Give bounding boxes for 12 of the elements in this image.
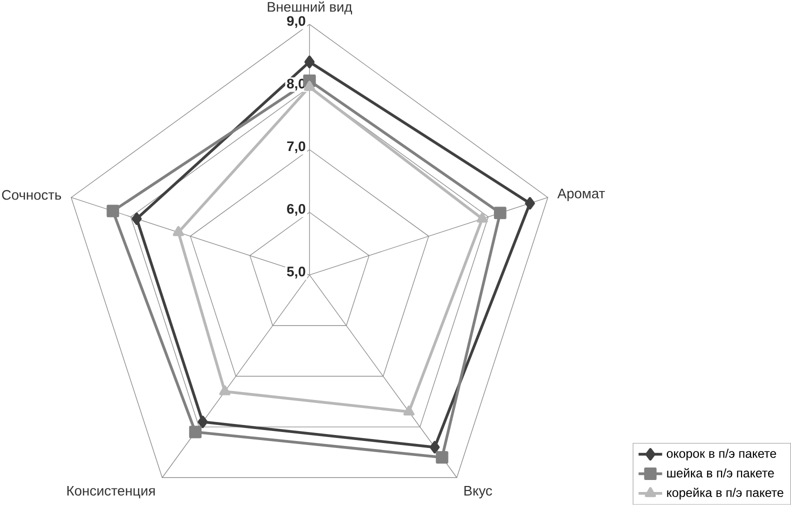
spoke-label: Вкус [464,486,492,498]
spoke-label: Сочность [2,190,62,200]
y-tick-label: 7,0 [287,141,306,154]
y-tick-label: 6,0 [287,204,306,216]
spoke-label: Аромат [557,188,605,202]
y-tick-label: 9,0 [287,16,306,28]
legend-label: окорок в п/э пакете [666,448,776,460]
y-tick-label: 5,0 [287,266,306,279]
legend-label: корейка в п/э пакете [667,488,784,500]
spoke-label: Консистенция [67,486,155,498]
spoke-label: Внешний вид [268,1,352,14]
legend-label: шейка в п/э пакете [667,468,774,478]
